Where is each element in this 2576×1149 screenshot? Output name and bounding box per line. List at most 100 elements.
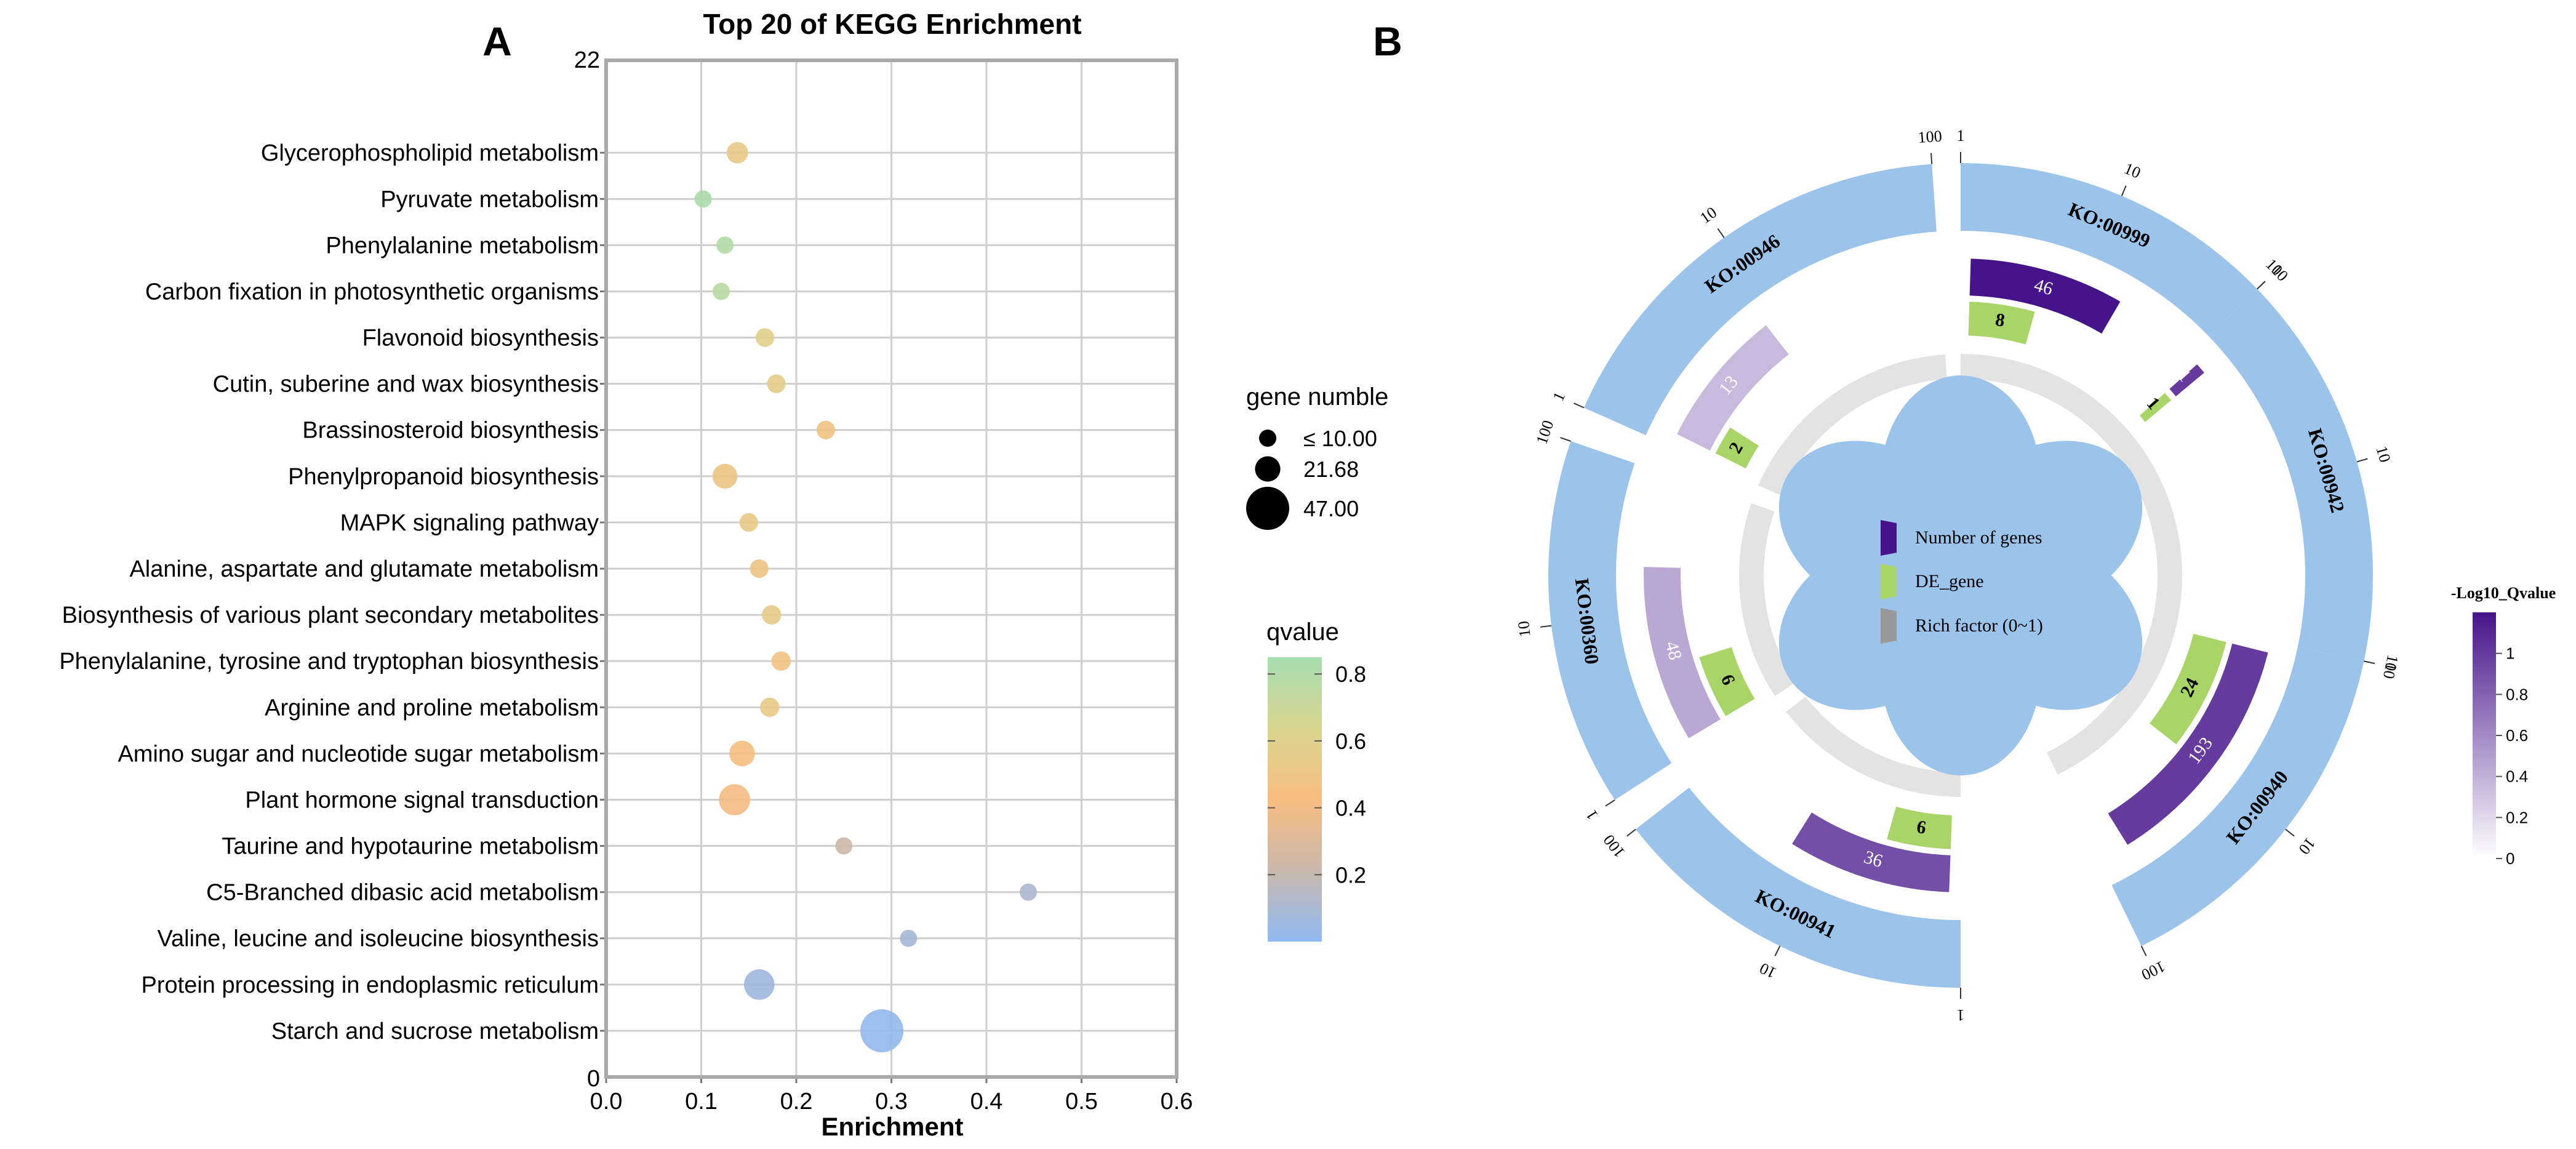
colorbar-tick-label: 0.8	[2506, 685, 2528, 703]
sector-tick-mark	[1560, 437, 1571, 442]
sector-tick-mark	[1774, 945, 1781, 956]
sector-tick-label: 10	[2122, 159, 2143, 182]
de-gene-label: 8	[1994, 310, 2006, 331]
chart-title: Top 20 of KEGG Enrichment	[703, 8, 1081, 40]
size-legend-dot	[1255, 456, 1281, 482]
number-of-genes-bar	[1792, 812, 1951, 892]
rich-factor-track	[1961, 354, 2120, 439]
sector-tick-mark	[1574, 402, 1585, 409]
data-point	[726, 142, 748, 164]
colorbar-title: -Log10_Qvalue	[2451, 584, 2556, 602]
sector-tick-mark	[2121, 185, 2127, 196]
data-point	[739, 513, 758, 532]
sector-tick-mark	[2364, 660, 2375, 665]
data-point	[900, 929, 918, 947]
colorbar-tick-label: 0.4	[2506, 767, 2528, 786]
colorbar-tick-label: 1	[2506, 644, 2514, 663]
rich-factor-track	[1758, 354, 1947, 495]
flower-center	[1859, 474, 2062, 677]
data-point	[860, 1009, 904, 1052]
center-flower	[1778, 375, 2143, 775]
y-tick-label: Phenylpropanoid biosynthesis	[288, 464, 599, 490]
data-point	[755, 328, 775, 347]
size-legend-label: 47.00	[1303, 496, 1359, 521]
y-tick-label: Carbon fixation in photosynthetic organi…	[145, 279, 599, 305]
sector-tick-label: 100	[2138, 958, 2168, 984]
legend-rich-factor-swatch	[1881, 608, 1897, 644]
sector-tick-mark	[1930, 153, 1933, 164]
data-point	[1019, 883, 1037, 901]
colorbar-tick-label: 0	[2506, 849, 2514, 868]
sector-tick-mark	[1626, 828, 1636, 837]
data-point	[760, 697, 780, 717]
sector-tick-label: 1	[1957, 1006, 1965, 1024]
y-tick-label: Phenylalanine, tyrosine and tryptophan b…	[59, 649, 599, 675]
de-gene-bar	[2150, 633, 2226, 745]
data-point	[716, 236, 734, 254]
y-tick-label: Alanine, aspartate and glutamate metabol…	[129, 556, 599, 582]
sector-tick-mark	[2257, 281, 2266, 290]
sector-outer-ring	[1636, 787, 1961, 988]
sector-tick-label: 1	[1957, 127, 1965, 145]
y-tick-label: Brassinosteroid biosynthesis	[302, 418, 599, 444]
sector-outer-ring	[2208, 289, 2373, 662]
size-legend-dot	[1259, 430, 1276, 447]
colorbar-tick-label: 0.2	[2506, 808, 2528, 827]
x-tick-label: 0.5	[1065, 1089, 1098, 1115]
rich-factor-track	[2047, 616, 2178, 775]
qvalue-tick-label: 0.6	[1335, 729, 1366, 754]
y-tick-labels: Glycerophospholipid metabolism Pyruvate m…	[59, 140, 599, 1044]
data-point	[743, 969, 775, 1000]
y-axis-top-label: 22	[574, 47, 600, 73]
sector-tick-label: 1	[1549, 390, 1569, 404]
neglog10q-colorbar	[2473, 612, 2496, 859]
data-point	[694, 190, 712, 208]
y-tick-label: MAPK signaling pathway	[340, 510, 599, 536]
number-of-genes-bar	[1969, 258, 2121, 334]
y-tick-label: Cutin, suberine and wax biosynthesis	[213, 372, 599, 398]
qvalue-ticks: 0.8 0.6 0.4 0.2	[1268, 662, 1366, 887]
x-tick-label: 0.2	[780, 1089, 813, 1115]
de-gene-bar	[1887, 806, 1952, 849]
size-legend-dot	[1246, 487, 1289, 530]
data-point	[712, 282, 730, 300]
sector-tick-label: 100	[1600, 831, 1629, 862]
data-points	[694, 142, 1037, 1052]
data-point	[835, 837, 853, 855]
qvalue-tick-label: 0.2	[1335, 862, 1366, 887]
center-legend: Number of genes DE_gene Rich factor (0~1…	[1881, 520, 2043, 644]
sector-tick-label: 10	[1514, 620, 1534, 638]
number-of-genes-bar	[1644, 567, 1721, 739]
sector-tick-mark	[2356, 458, 2368, 463]
x-axis-label: Enrichment	[821, 1112, 963, 1141]
rich-factor-track	[1739, 503, 1796, 697]
y-tick-label: Amino sugar and nucleotide sugar metabol…	[118, 741, 599, 767]
sector-tick-mark	[2140, 945, 2147, 956]
sector-tick-label: 1	[1582, 807, 1601, 823]
y-axis-bottom-label: 0	[587, 1066, 600, 1092]
sector-tick-label: 10	[1757, 959, 1779, 982]
x-tick-label: 0.0	[590, 1089, 623, 1115]
colorbar-tick-label: 0.6	[2506, 726, 2528, 745]
data-point	[719, 784, 750, 815]
y-tick-label: C5-Branched dibasic acid metabolism	[206, 880, 599, 906]
y-tick-label: Taurine and hypotaurine metabolism	[222, 834, 599, 860]
sector-tick-label: 100	[1532, 418, 1557, 446]
data-point	[816, 420, 836, 439]
legend-de-gene-label: DE_gene	[1915, 571, 1984, 591]
y-tick-label: Glycerophospholipid metabolism	[261, 140, 599, 166]
sector-tick-mark	[2285, 828, 2295, 837]
grid	[600, 60, 1178, 1083]
sector-outer-ring	[1583, 164, 1937, 436]
data-point	[712, 463, 738, 489]
size-legend-label: ≤ 10.00	[1303, 426, 1377, 451]
sector-outer-ring	[1548, 441, 1672, 800]
data-point	[750, 559, 769, 579]
legend-de-gene-swatch	[1881, 564, 1897, 599]
rich-factor-track	[2102, 421, 2182, 622]
data-point	[729, 740, 755, 767]
number-of-genes-bar	[1677, 325, 1789, 451]
y-tick-label: Biosynthesis of various plant secondary …	[62, 603, 599, 628]
x-tick-labels: 0.0 0.1 0.2 0.3 0.4 0.5 0.6	[590, 1089, 1193, 1115]
